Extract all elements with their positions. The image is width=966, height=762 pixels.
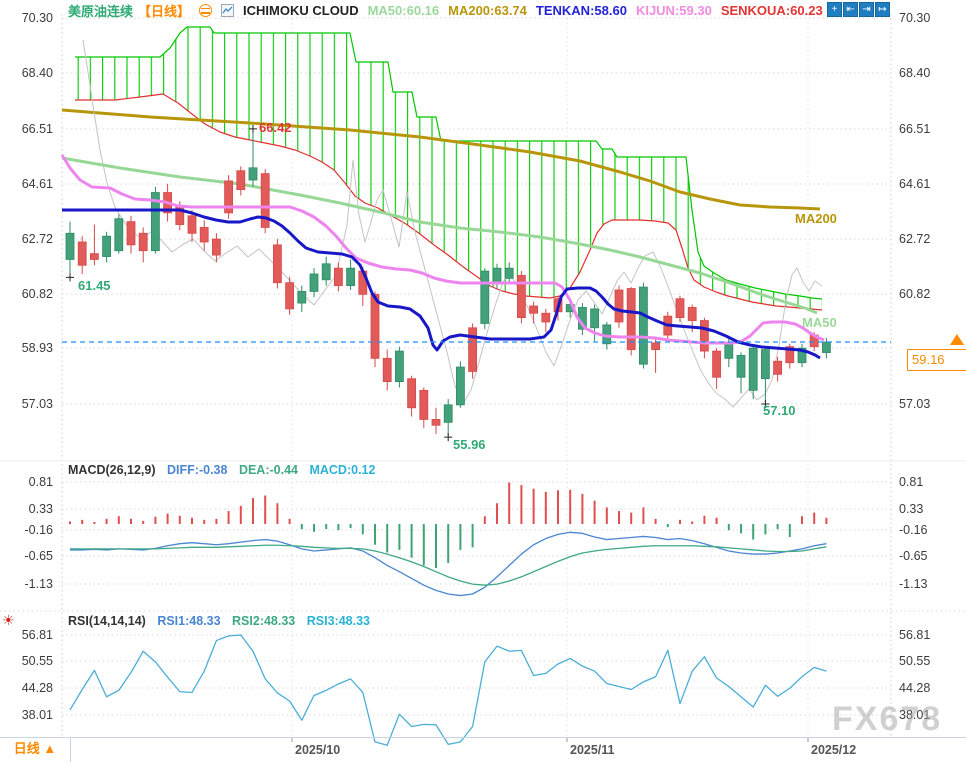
current-price-tag: 59.16 — [907, 349, 966, 371]
symbol-title: 美原油连续 — [68, 4, 134, 19]
y-axis-label-left: 62.72 — [21, 232, 53, 246]
ma50-value: MA50:60.16 — [367, 3, 440, 18]
macd-axis-label-left: 0.81 — [28, 475, 53, 489]
tenkan-value: TENKAN:58.60 — [535, 3, 627, 18]
y-axis-label-right: 70.30 — [899, 11, 931, 25]
y-axis-label-right: 62.72 — [899, 232, 931, 246]
shift-right-icon[interactable]: ↦ — [875, 2, 890, 17]
pan-icon[interactable]: + — [827, 2, 842, 17]
macd-axis-label-left: -0.16 — [24, 523, 54, 537]
x-axis-bar: 日线 ▲ 2025/10 2025/11 2025/12 — [0, 737, 966, 762]
macd-axis-label-right: -0.65 — [899, 549, 928, 563]
settings-circle-icon[interactable] — [199, 4, 213, 17]
x-axis-label: 2025/11 — [570, 743, 615, 757]
rsi-header: RSI(14,14,14) RSI1:48.33 RSI2:48.33 RSI3… — [68, 614, 370, 628]
y-axis-label-left: 57.03 — [21, 397, 53, 411]
y-axis-label-right: 64.61 — [899, 177, 931, 191]
rsi1-value: RSI1:48.33 — [157, 614, 221, 628]
y-axis-label-left: 58.93 — [21, 341, 53, 355]
rsi-axis-label-right: 50.55 — [899, 654, 931, 668]
macd-axis-label-left: -1.13 — [24, 577, 54, 591]
macd-axis-label-right: 0.81 — [899, 475, 924, 489]
swing-high-label: 66.42 — [259, 120, 292, 135]
rsi-title: RSI(14,14,14) — [68, 614, 146, 628]
watermark: FX678 — [832, 700, 943, 738]
rsi-axis-label-left: 56.81 — [21, 628, 53, 642]
senkoua-value: SENKOUA:60.23 — [720, 3, 823, 18]
y-axis-label-left: 64.61 — [21, 177, 53, 191]
zoom-out-icon[interactable]: ⇤ — [843, 2, 858, 17]
macd-value: MACD:0.12 — [309, 463, 376, 477]
rsi-axis-label-left: 50.55 — [21, 654, 53, 668]
zoom-in-icon[interactable]: ⇥ — [859, 2, 874, 17]
y-axis-label-right: 68.40 — [899, 66, 931, 80]
indicator-settings-icon[interactable]: ☀ — [2, 612, 15, 628]
dea-value: DEA:-0.44 — [238, 463, 298, 477]
rsi2-value: RSI2:48.33 — [232, 614, 296, 628]
rsi3-value: RSI3:48.33 — [306, 614, 370, 628]
chart-header: 美原油连续 【日线】 ICHIMOKU CLOUD MA50:60.16 MA2… — [68, 1, 823, 20]
y-axis-label-right: 60.82 — [899, 287, 931, 301]
y-axis-label-right: 57.03 — [899, 397, 931, 411]
macd-axis-label-left: -0.65 — [24, 549, 54, 563]
x-axis-label: 2025/10 — [295, 743, 341, 757]
macd-title: MACD(26,12,9) — [68, 463, 156, 477]
y-axis-label-left: 70.30 — [21, 11, 53, 25]
macd-header: MACD(26,12,9) DIFF:-0.38 DEA:-0.44 MACD:… — [68, 463, 375, 477]
macd-axis-label-left: 0.33 — [28, 502, 53, 516]
rsi-axis-label-left: 44.28 — [21, 681, 53, 695]
chart-type-icon[interactable] — [221, 4, 235, 17]
swing-low-label-3: 57.10 — [763, 403, 796, 418]
ma50-line-tag: MA50 — [802, 315, 837, 330]
swing-low-label-2: 55.96 — [453, 437, 486, 452]
macd-axis-label-right: -0.16 — [899, 523, 928, 537]
y-axis-label-right: 66.51 — [899, 122, 931, 136]
rsi-axis-label-right: 38.01 — [899, 708, 931, 722]
chart-toolbar: + ⇤ ⇥ ↦ — [827, 2, 890, 17]
rsi-axis-label-left: 38.01 — [21, 708, 53, 722]
macd-axis-label-right: 0.33 — [899, 502, 924, 516]
swing-low-label-1: 61.45 — [78, 278, 111, 293]
ma200-line-tag: MA200 — [795, 211, 837, 226]
macd-axis-label-right: -1.13 — [899, 577, 928, 591]
price-up-arrow-icon — [950, 334, 964, 345]
period-tag[interactable]: 【日线】 — [138, 4, 191, 19]
period-selector-button[interactable]: 日线 ▲ — [0, 738, 71, 762]
diff-value: DIFF:-0.38 — [167, 463, 228, 477]
rsi-axis-label-right: 56.81 — [899, 628, 931, 642]
y-axis-label-left: 60.82 — [21, 287, 53, 301]
rsi-axis-label-right: 44.28 — [899, 681, 931, 695]
kijun-value: KIJUN:59.30 — [635, 3, 712, 18]
y-axis-label-left: 66.51 — [21, 122, 53, 136]
indicator-title: ICHIMOKU CLOUD — [243, 3, 359, 18]
y-axis-label-left: 68.40 — [21, 66, 53, 80]
x-axis-label: 2025/12 — [811, 743, 857, 757]
ma200-value: MA200:63.74 — [448, 3, 527, 18]
